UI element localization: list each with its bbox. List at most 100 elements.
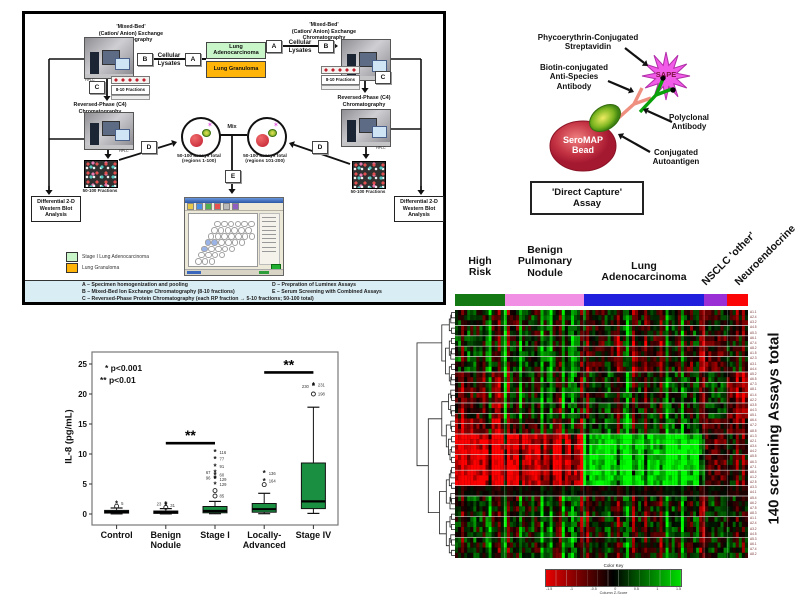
- row-dendrogram: [416, 312, 455, 556]
- svg-text:*: *: [312, 382, 316, 391]
- svg-text:129: 129: [220, 477, 228, 482]
- bead-region-dot: [201, 245, 208, 253]
- y-axis-label: IL-8 (pg/mL): [63, 409, 75, 464]
- step-c-left: C: [89, 81, 105, 94]
- plate-wells: [111, 76, 150, 84]
- bead-region-dot: [245, 227, 252, 234]
- column-group-color-bar: [455, 294, 748, 306]
- sample-granuloma-label: Lung Granuloma: [213, 65, 259, 72]
- svg-text:5: 5: [121, 501, 124, 506]
- group-bar-segment: [727, 294, 748, 306]
- western-blot-box-left: Differential 2-D Western Blot Analysis: [31, 196, 81, 222]
- svg-text:15: 15: [78, 420, 87, 429]
- group-bar-segment: [583, 294, 705, 306]
- svg-text:**: **: [185, 427, 196, 443]
- svg-text:*: *: [263, 469, 267, 478]
- bead-region-dot: [221, 233, 228, 240]
- color-key-tick: 0.5: [633, 587, 639, 591]
- hplc-tower: [90, 123, 99, 145]
- hplc-image-rp-left: [84, 112, 134, 150]
- western-blot-box-right: Differential 2-D Western Blot Analysis: [394, 196, 444, 222]
- step-a-left: A: [185, 53, 201, 66]
- il8-boxplot-panel: 0 5 10 15 20 25 * 5 Control * 31 * 23 Benign Nodule 85 *…: [60, 330, 360, 580]
- svg-text:230: 230: [302, 384, 310, 389]
- hplc-tower: [347, 120, 356, 142]
- bead-region-dot: [238, 227, 245, 234]
- color-key-gradient: [545, 569, 682, 587]
- hplc-base: [342, 76, 390, 80]
- toolbar-icon: [214, 203, 221, 210]
- svg-text:20: 20: [78, 390, 87, 399]
- svg-text:*: *: [213, 463, 217, 472]
- bead-region-dot: [231, 239, 239, 246]
- svg-text:Benign: Benign: [151, 530, 182, 540]
- svg-text:85: 85: [220, 494, 225, 499]
- bead-region-dot: [228, 245, 236, 253]
- toolbar-icon: [232, 203, 239, 210]
- mix-label: Mix: [227, 124, 237, 130]
- svg-text:Stage IV: Stage IV: [296, 530, 332, 540]
- bead-region-dot: [207, 233, 215, 240]
- bead-region-dot: [227, 220, 235, 228]
- rp-title-right: Reversed-Phase (C4) Chromatography: [337, 95, 391, 108]
- color-key-caption: Column Z-Score: [599, 591, 628, 595]
- group-bar-segment: [504, 294, 584, 306]
- app-sidebar: [259, 213, 280, 265]
- app-toolbar: [185, 203, 283, 211]
- bead-region-dot: [234, 220, 242, 228]
- svg-text:31: 31: [170, 503, 175, 508]
- svg-text:*: *: [213, 469, 217, 478]
- fractions-small-label-right: 8-10 Fractions: [321, 74, 360, 85]
- assays-total-right: 50-100 assays total (regions 101-200): [243, 154, 287, 164]
- expression-heatmap: [455, 310, 748, 558]
- bead-region-dot: [211, 227, 218, 234]
- group-label-neuroendocrine: Neuroendocrine: [732, 222, 798, 288]
- hplc-base: [85, 74, 133, 78]
- sape-label: SAPE: [655, 70, 677, 79]
- hplc-caption-1: HPLC: [85, 78, 95, 82]
- step-c-right: C: [375, 71, 391, 84]
- bead-region-dot: [248, 233, 256, 240]
- color-key: Color Key -1.5 -1 -0.5 0 0.5 1 1.5 Column Z-Sc…: [545, 563, 682, 599]
- bead-region-dot: [241, 220, 248, 228]
- svg-text:25: 25: [78, 360, 87, 369]
- bead-region-dot: [214, 220, 221, 228]
- fractions-plate-right: 8-10 Fractions: [321, 66, 360, 90]
- svg-text:*: *: [263, 477, 267, 486]
- toolbar-icon: [196, 203, 203, 210]
- sig-note-1: * p<0.001: [105, 363, 143, 373]
- assay-pool-circle-left: ✶: [181, 117, 221, 157]
- hplc-base: [342, 142, 390, 146]
- bead-region-dot: [215, 245, 222, 253]
- svg-text:Control: Control: [101, 530, 133, 540]
- hplc-caption-2: HPLC: [119, 149, 129, 153]
- group-bar-segment: [704, 294, 728, 306]
- color-key-tick: -1: [569, 587, 573, 591]
- step-d-left: D: [141, 141, 157, 154]
- callout-polyclonal-antibody: Polyclonal Antibody: [668, 113, 709, 132]
- toolbar-icon: [223, 203, 230, 210]
- svg-text:*: *: [213, 471, 217, 480]
- svg-text:60: 60: [220, 473, 225, 478]
- bead-region-dot: [211, 239, 218, 246]
- bead-icon: [190, 134, 203, 147]
- seromap-bead-label: SeroMAP Bead: [562, 135, 603, 156]
- bead-region-dot: [221, 245, 229, 253]
- callout-conjugated-autoantigen: Conjugated Autoantigen: [652, 148, 700, 167]
- bead-region-dot: [205, 251, 212, 259]
- svg-text:0: 0: [83, 510, 88, 519]
- hplc-caption-4: HPLC: [376, 146, 386, 150]
- hplc-monitor: [115, 58, 130, 70]
- legend-label: Stage I Lung Adenocarcinoma: [82, 253, 149, 260]
- key-step-a: A – Specimen homogenization and pooling: [82, 282, 188, 288]
- sample-box-adenocarcinoma: Lung Adenocarcinoma: [206, 42, 266, 59]
- hplc-image-rp-right: [341, 109, 391, 147]
- callout-biotin-antibody: Biotin-conjugated Anti-Species Antibody: [540, 63, 608, 91]
- legend-item-granuloma: Lung Granuloma: [66, 262, 119, 273]
- row-labels: A1.1 A2.4 A3.2 A4.5 A5.3 A6.1 A7.4 A8.2 A1.5 A2.3…: [750, 310, 757, 557]
- svg-text:**: **: [283, 356, 294, 372]
- step-d-right: D: [312, 141, 328, 154]
- svg-text:10: 10: [78, 450, 87, 459]
- group-label-lung-adenocarcinoma: Lung Adenocarcinoma: [601, 260, 687, 284]
- svg-text:Nodule: Nodule: [151, 540, 182, 550]
